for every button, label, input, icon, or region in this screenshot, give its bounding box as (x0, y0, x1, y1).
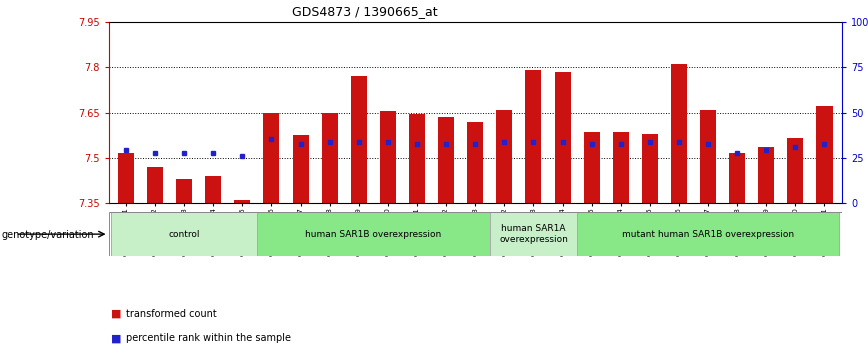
Bar (409, 114, 425, 203)
Text: genotype/variation: genotype/variation (2, 230, 95, 240)
Bar (111, 212, 257, 256)
Text: control: control (168, 230, 200, 238)
Bar (729, 154, 746, 203)
Text: human SAR1A
overexpression: human SAR1A overexpression (499, 224, 568, 244)
Title: GDS4873 / 1390665_at: GDS4873 / 1390665_at (293, 5, 438, 19)
Bar (147, 167, 163, 203)
Bar (613, 132, 628, 203)
Bar (555, 72, 570, 203)
Bar (380, 111, 396, 203)
Text: transformed count: transformed count (126, 309, 217, 319)
Bar (525, 70, 542, 203)
Bar (351, 76, 367, 203)
Bar (490, 212, 577, 256)
Text: ■: ■ (111, 333, 122, 343)
Bar (759, 147, 774, 203)
Bar (322, 113, 338, 203)
Bar (234, 200, 250, 203)
Bar (293, 135, 309, 203)
Bar (577, 212, 839, 256)
Text: percentile rank within the sample: percentile rank within the sample (126, 333, 291, 343)
Bar (176, 179, 192, 203)
Text: mutant human SAR1B overexpression: mutant human SAR1B overexpression (622, 230, 794, 238)
Bar (496, 110, 512, 203)
Bar (817, 106, 832, 203)
Bar (700, 110, 716, 203)
Bar (205, 176, 221, 203)
Text: ■: ■ (111, 309, 122, 319)
Bar (264, 113, 279, 203)
Bar (671, 64, 687, 203)
Bar (467, 122, 483, 203)
Bar (583, 132, 600, 203)
Bar (438, 117, 454, 203)
Bar (787, 138, 804, 203)
Bar (257, 212, 490, 256)
Bar (118, 154, 134, 203)
Bar (641, 134, 658, 203)
Text: human SAR1B overexpression: human SAR1B overexpression (306, 230, 442, 238)
